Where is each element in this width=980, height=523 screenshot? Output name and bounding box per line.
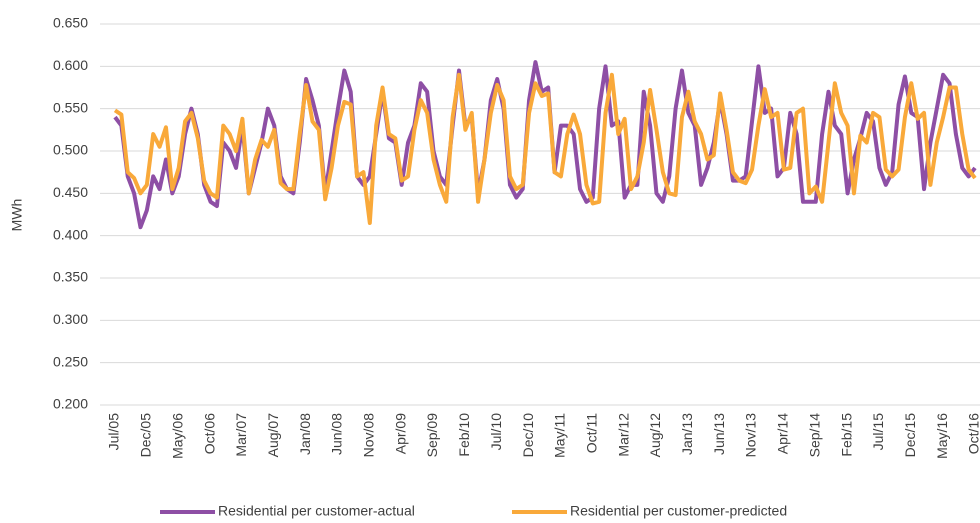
x-tick-label: Aug/12 xyxy=(647,413,663,458)
x-tick-label: Dec/05 xyxy=(138,413,154,458)
x-tick-label: Nov/13 xyxy=(743,413,759,458)
x-tick-label: Jul/05 xyxy=(106,413,122,451)
x-tick-label: Jul/15 xyxy=(870,413,886,451)
legend-label: Residential per customer-actual xyxy=(218,503,415,519)
x-tick-label: Aug/07 xyxy=(265,413,281,458)
x-tick-label: Jan/13 xyxy=(679,413,695,455)
y-tick-label: 0.300 xyxy=(53,311,88,327)
x-tick-label: Oct/16 xyxy=(966,413,980,454)
y-tick-label: 0.200 xyxy=(53,396,88,412)
x-tick-label: May/16 xyxy=(934,413,950,459)
x-tick-label: Oct/11 xyxy=(583,413,599,453)
x-tick-label: Jan/08 xyxy=(297,413,313,455)
y-tick-label: 0.550 xyxy=(53,99,88,115)
x-tick-label: Feb/15 xyxy=(838,413,854,457)
y-axis-label: MWh xyxy=(9,199,25,232)
x-tick-label: Apr/14 xyxy=(775,413,791,454)
x-tick-label: Dec/15 xyxy=(902,413,918,458)
x-tick-label: Dec/10 xyxy=(520,413,536,458)
x-tick-label: Jun/08 xyxy=(329,413,345,455)
x-tick-label: Sep/09 xyxy=(424,413,440,458)
x-tick-label: Mar/07 xyxy=(233,413,249,457)
y-tick-label: 0.500 xyxy=(53,142,88,158)
x-tick-label: Nov/08 xyxy=(361,413,377,458)
legend-label: Residential per customer-predicted xyxy=(570,503,787,519)
y-tick-label: 0.350 xyxy=(53,269,88,285)
x-tick-label: Apr/09 xyxy=(392,413,408,454)
x-tick-label: Feb/10 xyxy=(456,413,472,457)
x-tick-label: Mar/12 xyxy=(615,413,631,457)
x-tick-label: Oct/06 xyxy=(201,413,217,454)
y-tick-label: 0.650 xyxy=(53,15,88,31)
series-line xyxy=(113,72,977,225)
x-tick-label: May/06 xyxy=(169,413,185,459)
y-tick-label: 0.450 xyxy=(53,184,88,200)
x-tick-label: Jul/10 xyxy=(488,413,504,451)
x-tick-label: May/11 xyxy=(552,413,568,458)
x-tick-label: Jun/13 xyxy=(711,413,727,455)
x-tick-label: Sep/14 xyxy=(806,413,822,458)
y-tick-label: 0.250 xyxy=(53,353,88,369)
y-tick-label: 0.400 xyxy=(53,226,88,242)
y-tick-label: 0.600 xyxy=(53,57,88,73)
